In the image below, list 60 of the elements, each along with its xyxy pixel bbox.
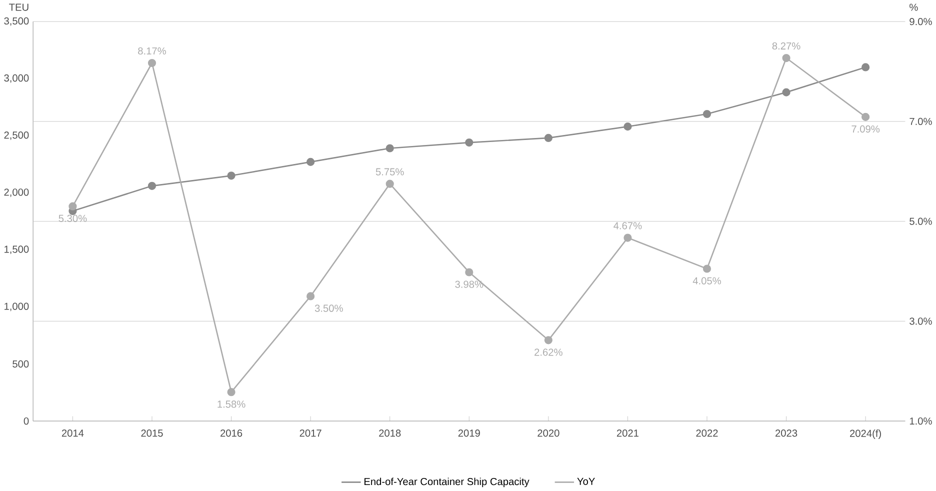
x-tick-label: 2023 xyxy=(776,429,798,437)
point xyxy=(862,112,870,121)
x-tick-label: 2024(f) xyxy=(850,429,881,439)
data-label: 1.58% xyxy=(218,400,246,408)
data-label: 5.75% xyxy=(376,168,404,176)
point xyxy=(862,63,870,72)
point xyxy=(624,234,632,242)
point xyxy=(227,171,236,180)
y2-tick-label: 5.0% xyxy=(910,218,932,225)
y-tick-label: 0 xyxy=(24,417,29,425)
point xyxy=(386,180,394,188)
x-tick-label: 2019 xyxy=(458,429,480,437)
y2-tick-label: 9.0% xyxy=(910,18,932,26)
point xyxy=(386,144,394,152)
data-label: 4.67% xyxy=(614,222,642,230)
y2-tick-label: 7.0% xyxy=(910,118,932,125)
legend-label: End-of-Year Container Ship Capacity xyxy=(364,478,530,488)
x-tick-label: 2022 xyxy=(696,429,718,437)
y2-axis-title: % xyxy=(910,4,918,11)
y-tick-label: 2,500 xyxy=(4,131,29,140)
point xyxy=(148,58,156,67)
point xyxy=(68,202,77,210)
data-label: 5.30% xyxy=(58,214,87,222)
point xyxy=(624,122,632,131)
y2-tick-label: 1.0% xyxy=(910,417,932,425)
x-tick-label: 2014 xyxy=(62,429,84,437)
data-label: 8.17% xyxy=(138,47,166,54)
x-tick-label: 2016 xyxy=(220,429,242,437)
point xyxy=(702,264,712,273)
x-tick-label: 2015 xyxy=(141,429,163,437)
data-label: 2.62% xyxy=(534,348,562,356)
y-axis-title: TEU xyxy=(9,4,28,11)
point xyxy=(702,110,712,118)
point xyxy=(306,292,315,300)
data-label: 3.50% xyxy=(314,304,343,312)
y-tick-label: 3,500 xyxy=(4,17,29,26)
data-label: 3.98% xyxy=(455,280,484,288)
point xyxy=(782,54,790,62)
y-tick-label: 2,000 xyxy=(4,188,29,197)
y-tick-label: 1,000 xyxy=(4,302,29,311)
y-tick-label: 3,000 xyxy=(4,74,29,83)
data-label: 4.05% xyxy=(692,277,721,284)
point xyxy=(465,268,474,276)
point xyxy=(148,182,156,190)
y-tick-label: 1,500 xyxy=(4,246,29,254)
y-tick-label: 500 xyxy=(12,360,29,368)
point xyxy=(227,388,236,396)
point xyxy=(782,88,790,96)
x-tick-label: 2020 xyxy=(538,429,560,437)
data-label: 8.27% xyxy=(772,42,800,50)
point xyxy=(465,138,474,146)
y2-tick-label: 3.0% xyxy=(910,317,932,325)
data-label: 7.09% xyxy=(852,125,880,132)
point xyxy=(306,158,315,166)
x-tick-label: 2017 xyxy=(300,429,322,437)
point xyxy=(544,134,552,142)
legend-label: YoY xyxy=(577,478,595,485)
x-tick-label: 2021 xyxy=(616,429,638,437)
point xyxy=(544,336,552,344)
x-tick-label: 2018 xyxy=(379,429,401,437)
